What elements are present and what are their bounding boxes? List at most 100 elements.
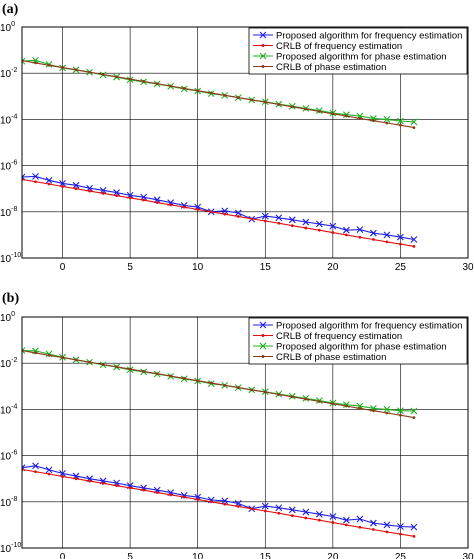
y-tick-exponent: -6 xyxy=(11,160,17,167)
marker-stroke xyxy=(59,469,66,477)
data-point xyxy=(385,530,389,534)
data-point xyxy=(221,497,229,505)
data-point xyxy=(22,347,26,355)
legend-marker xyxy=(259,321,267,329)
y-tick-label: 100 xyxy=(0,311,15,324)
legend-label: Proposed algorithm for frequency estimat… xyxy=(276,320,462,331)
series-line xyxy=(22,178,414,247)
data-point xyxy=(397,407,404,415)
data-point xyxy=(410,523,418,531)
y-tick-label: 100 xyxy=(0,21,15,34)
x-tick-label: 30 xyxy=(462,262,474,273)
data-point xyxy=(32,173,39,180)
y-tick-exponent: -4 xyxy=(11,113,17,120)
data-point xyxy=(209,381,213,385)
data-point xyxy=(261,212,269,220)
data-point xyxy=(115,194,119,198)
legend-box xyxy=(248,27,468,75)
marker-stroke xyxy=(315,510,323,518)
data-point xyxy=(261,502,269,510)
marker-stroke xyxy=(288,506,296,514)
data-point xyxy=(342,226,350,234)
data-point xyxy=(47,63,51,67)
data-point xyxy=(344,233,348,237)
legend-marker xyxy=(261,355,265,358)
series-line xyxy=(22,465,414,528)
data-point xyxy=(169,84,173,88)
data-point xyxy=(34,470,37,474)
data-point xyxy=(250,388,254,392)
marker-stroke xyxy=(72,181,80,189)
data-point xyxy=(182,205,186,209)
data-point xyxy=(304,516,308,520)
marker-stroke xyxy=(113,189,120,196)
x-tick-label: 10 xyxy=(192,262,204,273)
x-tick-label: 20 xyxy=(327,262,339,273)
data-point xyxy=(370,519,377,527)
data-point xyxy=(61,475,64,478)
data-point xyxy=(72,181,80,189)
data-point xyxy=(277,393,281,396)
y-tick-exponent: 0 xyxy=(11,21,15,28)
data-point xyxy=(385,411,389,415)
y-tick-exponent: -8 xyxy=(11,206,17,213)
data-point xyxy=(290,224,294,228)
data-point xyxy=(383,231,391,239)
data-point xyxy=(128,486,132,490)
data-point xyxy=(128,77,132,81)
data-point xyxy=(385,240,389,244)
x-tick-label: 15 xyxy=(260,552,272,559)
data-point xyxy=(236,386,240,389)
marker-stroke xyxy=(302,218,310,226)
marker-stroke xyxy=(397,523,404,530)
data-point xyxy=(277,511,281,515)
legend-item: Proposed algorithm for phase estimation xyxy=(253,51,447,62)
marker-stroke xyxy=(329,222,337,230)
y-tick-label: 10-8 xyxy=(0,496,17,509)
marker-stroke xyxy=(32,173,39,180)
panel-b: (b)-505101520253010-1010-810-610-410-210… xyxy=(0,291,474,559)
marker-stroke xyxy=(32,462,39,470)
marker-stroke xyxy=(342,226,350,234)
legend-label: CRLB of frequency estimation xyxy=(276,41,402,52)
marker-stroke xyxy=(59,179,66,187)
data-point xyxy=(371,119,375,123)
x-tick-label: 25 xyxy=(395,552,407,559)
series-line xyxy=(22,60,414,129)
data-point xyxy=(74,68,78,72)
marker-stroke xyxy=(356,226,364,233)
marker-stroke xyxy=(140,193,148,201)
data-point xyxy=(317,110,321,113)
data-point xyxy=(196,208,200,211)
data-point xyxy=(196,379,200,383)
y-tick-exponent: -6 xyxy=(11,450,17,457)
data-point xyxy=(317,400,321,403)
marker-stroke xyxy=(383,521,391,529)
data-point xyxy=(223,502,227,506)
y-tick-base: 10 xyxy=(0,544,12,555)
data-point xyxy=(155,201,159,205)
data-point xyxy=(397,233,404,241)
data-point xyxy=(209,500,213,504)
data-point xyxy=(142,198,146,202)
series-line xyxy=(22,175,414,241)
data-point xyxy=(196,89,200,93)
data-point xyxy=(169,203,173,207)
data-point xyxy=(250,507,254,511)
marker-stroke xyxy=(383,406,391,413)
legend-item: Proposed algorithm for frequency estimat… xyxy=(253,30,462,41)
data-point xyxy=(399,242,402,246)
data-point xyxy=(331,521,335,524)
marker-stroke xyxy=(22,464,26,469)
data-point xyxy=(155,82,159,86)
legend: Proposed algorithm for frequency estimat… xyxy=(248,27,468,75)
series-group xyxy=(22,347,418,538)
legend-item: Proposed algorithm for phase estimation xyxy=(253,341,447,352)
data-point xyxy=(383,521,391,529)
data-point xyxy=(74,358,78,362)
legend-marker xyxy=(259,52,267,60)
y-tick-base: 10 xyxy=(0,313,12,324)
axes-frame xyxy=(21,26,469,259)
marker-stroke xyxy=(370,519,377,527)
legend-marker xyxy=(261,65,265,68)
